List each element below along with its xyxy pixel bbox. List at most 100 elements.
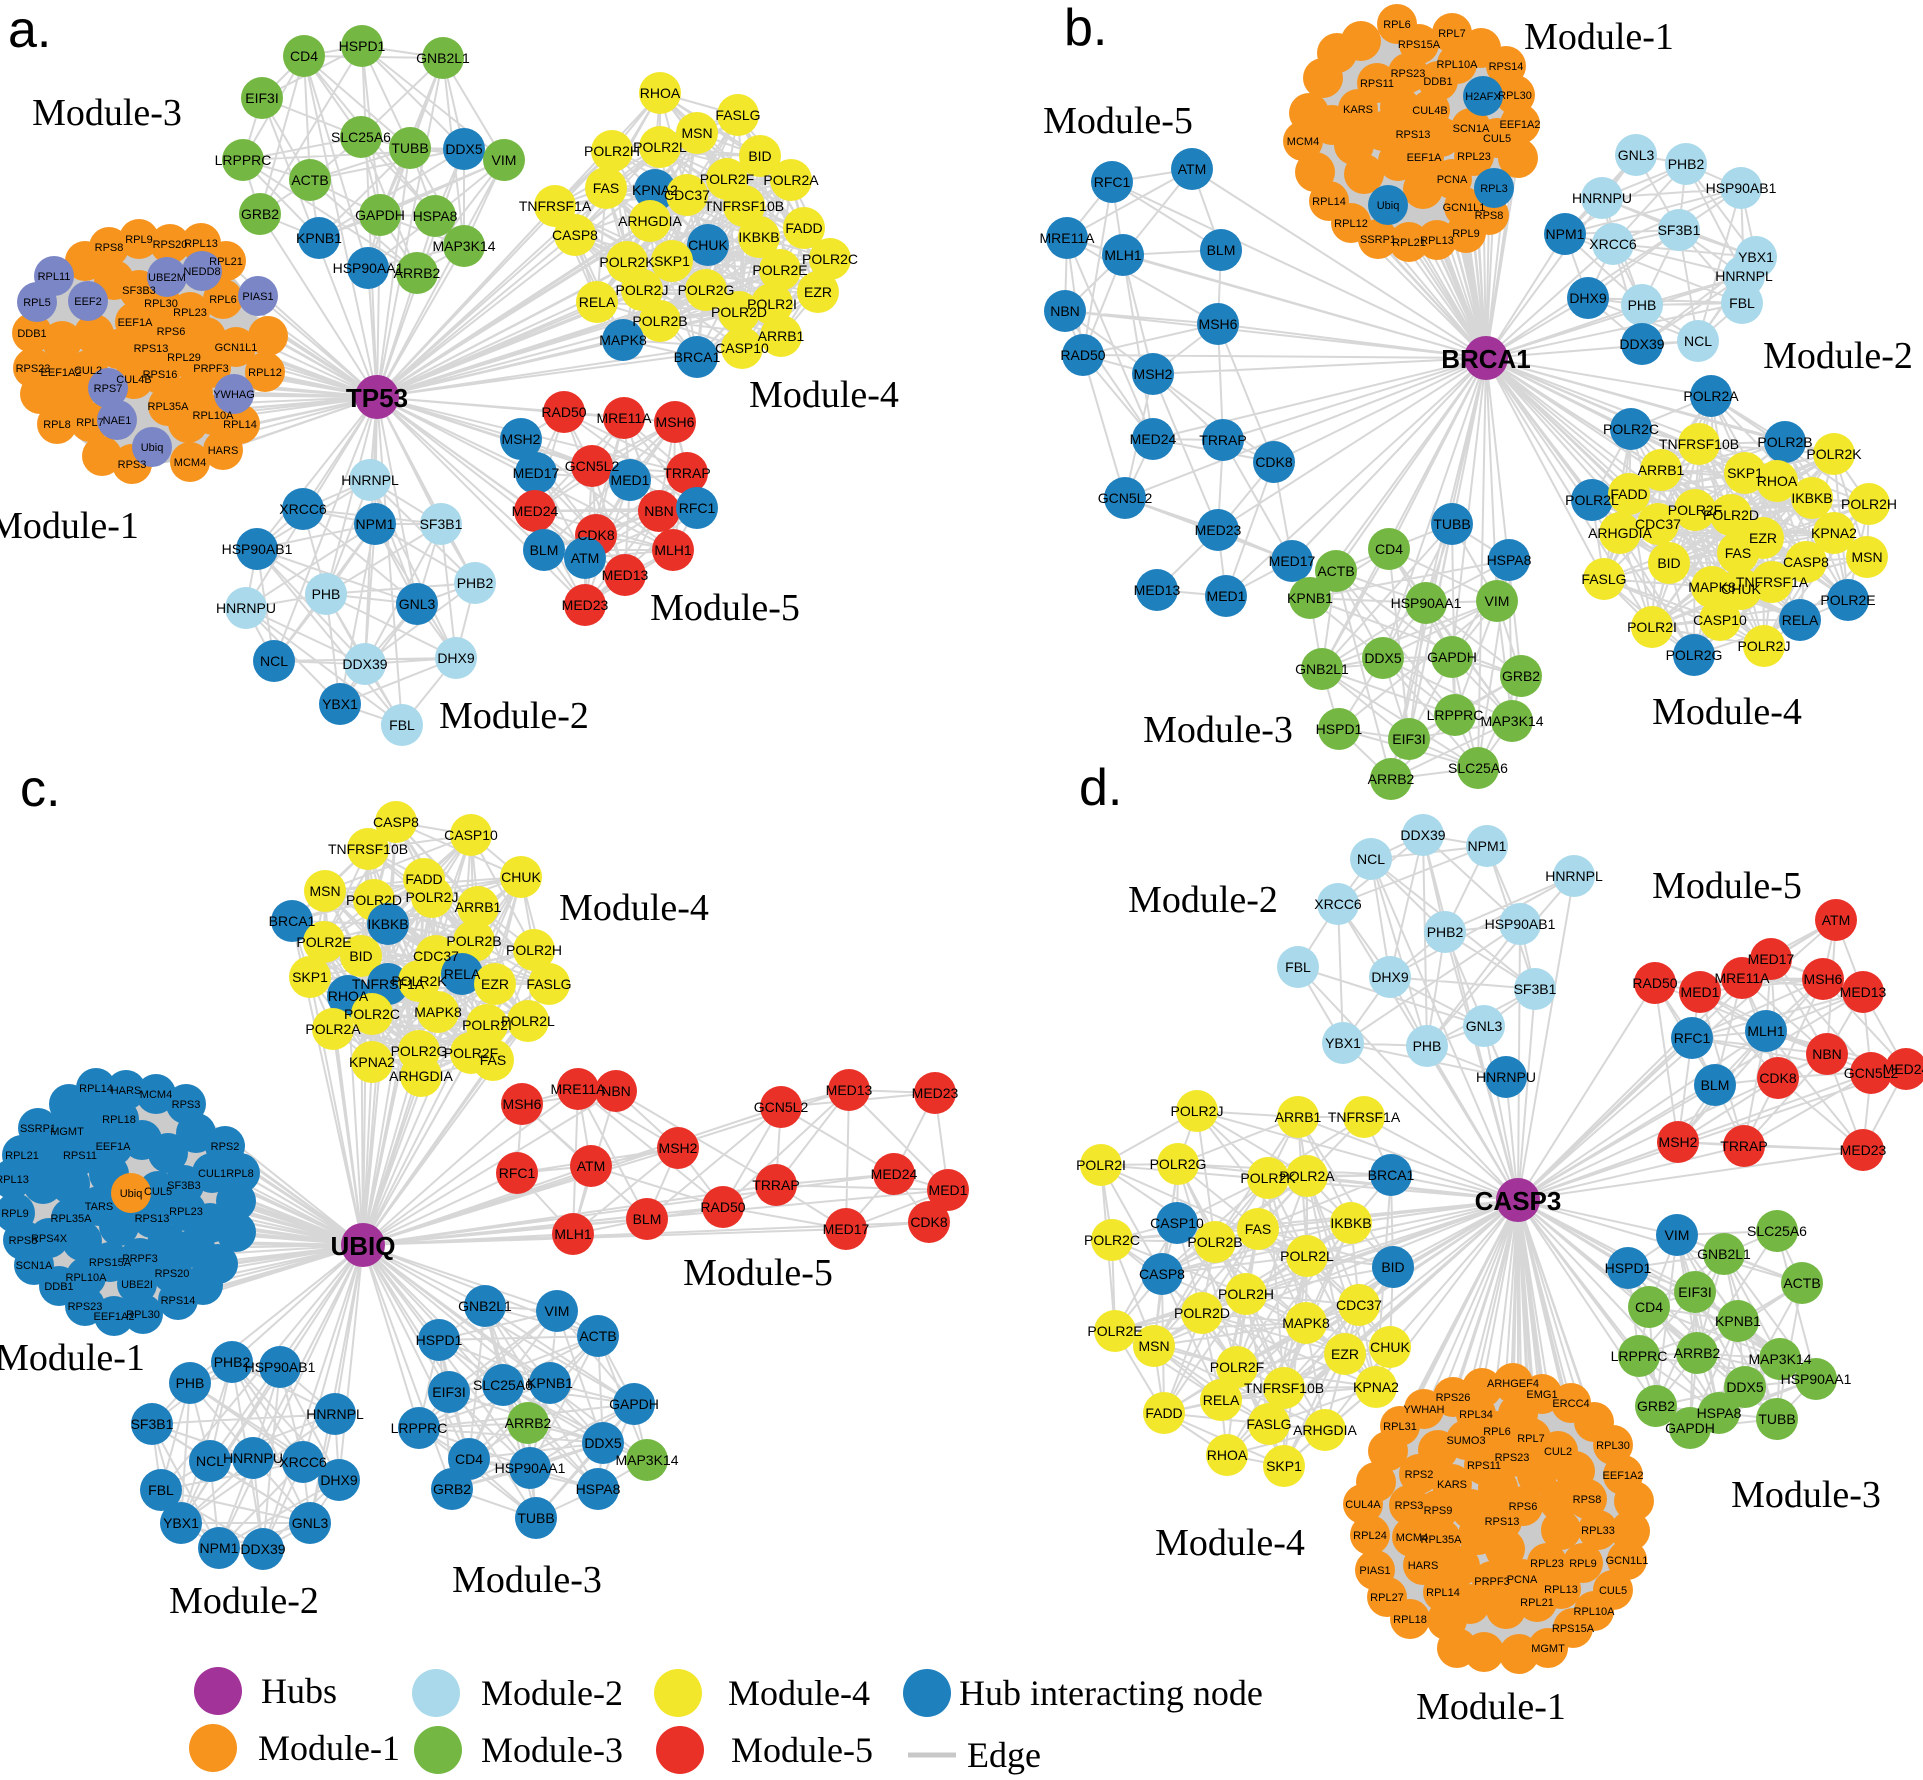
svg-text:FAS: FAS (593, 180, 619, 196)
svg-text:GNL3: GNL3 (1618, 147, 1655, 163)
svg-text:POLR2J: POLR2J (406, 889, 459, 905)
svg-text:RPL31: RPL31 (1383, 1421, 1417, 1433)
svg-text:MED17: MED17 (1748, 951, 1795, 967)
svg-text:BID: BID (1657, 555, 1680, 571)
svg-text:POLR2F: POLR2F (1668, 502, 1722, 518)
svg-text:RPL13: RPL13 (1420, 235, 1454, 247)
svg-text:POLR2B: POLR2B (1187, 1234, 1242, 1250)
svg-text:Module-1: Module-1 (1524, 16, 1674, 58)
svg-text:BRCA1: BRCA1 (674, 349, 721, 365)
svg-text:KPNA2: KPNA2 (1353, 1379, 1399, 1395)
svg-text:EZR: EZR (1749, 530, 1777, 546)
svg-text:LRPPRC: LRPPRC (1427, 707, 1484, 723)
svg-text:KPNA2: KPNA2 (632, 182, 678, 198)
svg-text:RELA: RELA (579, 294, 616, 310)
svg-text:Module-4: Module-4 (728, 1673, 870, 1713)
svg-text:PCNA: PCNA (1437, 174, 1468, 186)
svg-text:CUL5: CUL5 (1483, 133, 1511, 145)
svg-text:ARHGDIA: ARHGDIA (389, 1068, 453, 1084)
svg-text:RPS8: RPS8 (1475, 210, 1504, 222)
svg-text:HSPA8: HSPA8 (576, 1481, 621, 1497)
svg-text:RFC1: RFC1 (679, 500, 716, 516)
svg-text:RPL10A: RPL10A (193, 410, 235, 422)
svg-text:PRPF3: PRPF3 (122, 1253, 157, 1265)
svg-text:RPL3: RPL3 (1480, 183, 1508, 195)
svg-text:POLR2F: POLR2F (700, 171, 754, 187)
svg-text:ATM: ATM (571, 550, 600, 566)
svg-text:RELA: RELA (444, 966, 481, 982)
svg-text:RPL29: RPL29 (167, 352, 201, 364)
svg-text:RPS8: RPS8 (95, 242, 124, 254)
svg-text:CDC37: CDC37 (1336, 1297, 1382, 1313)
svg-text:EEF1A2: EEF1A2 (41, 367, 82, 379)
svg-text:RPL12: RPL12 (1334, 218, 1368, 230)
svg-text:RPS3: RPS3 (1395, 1500, 1424, 1512)
svg-text:POLR2F: POLR2F (1210, 1359, 1264, 1375)
svg-text:EZR: EZR (1331, 1346, 1359, 1362)
svg-text:POLR2C: POLR2C (1603, 421, 1659, 437)
svg-text:ACTB: ACTB (579, 1328, 616, 1344)
svg-text:SSRP1: SSRP1 (20, 1123, 56, 1135)
svg-text:MED24: MED24 (1883, 1061, 1923, 1077)
svg-text:DDX39: DDX39 (1400, 827, 1445, 843)
svg-text:RPL33: RPL33 (1581, 1525, 1615, 1537)
svg-text:RPS13: RPS13 (135, 1213, 170, 1225)
svg-text:FASLG: FASLG (1246, 1416, 1291, 1432)
svg-text:NAE1: NAE1 (103, 415, 132, 427)
svg-text:NBN: NBN (644, 503, 674, 519)
svg-text:FADD: FADD (405, 871, 442, 887)
svg-text:PIAS1: PIAS1 (242, 291, 273, 303)
svg-text:GRB2: GRB2 (433, 1481, 471, 1497)
svg-text:POLR2J: POLR2J (616, 282, 669, 298)
svg-text:MSH2: MSH2 (1659, 1134, 1698, 1150)
svg-text:DDX5: DDX5 (1364, 650, 1402, 666)
svg-text:NBN: NBN (1050, 303, 1080, 319)
svg-text:LRPPRC: LRPPRC (391, 1420, 448, 1436)
svg-text:GCN1L1: GCN1L1 (215, 342, 258, 354)
svg-text:MED24: MED24 (1130, 431, 1177, 447)
svg-text:POLR2K: POLR2K (1240, 1170, 1296, 1186)
svg-text:RPS7: RPS7 (94, 383, 123, 395)
svg-text:EEF1A2: EEF1A2 (1500, 119, 1541, 131)
svg-text:Module-1: Module-1 (0, 1337, 145, 1379)
svg-text:GCN5L2: GCN5L2 (1098, 490, 1153, 506)
svg-text:FASLG: FASLG (1581, 571, 1626, 587)
svg-text:RPL23: RPL23 (1457, 151, 1491, 163)
svg-text:POLR2L: POLR2L (1565, 492, 1619, 508)
svg-text:Module-1: Module-1 (0, 505, 139, 547)
svg-text:RPS3: RPS3 (172, 1099, 201, 1111)
svg-text:HSP90AA1: HSP90AA1 (495, 1460, 566, 1476)
svg-text:PRPF3: PRPF3 (1474, 1576, 1509, 1588)
svg-text:CASP8: CASP8 (552, 227, 598, 243)
svg-text:SLC25A6: SLC25A6 (1747, 1223, 1807, 1239)
svg-text:CUL4B: CUL4B (116, 374, 151, 386)
svg-text:RPL9: RPL9 (1, 1208, 29, 1220)
svg-text:RPL10A: RPL10A (1574, 1606, 1616, 1618)
svg-text:Module-2: Module-2 (169, 1580, 319, 1622)
svg-text:CASP8: CASP8 (373, 814, 419, 830)
svg-text:MLH1: MLH1 (1104, 247, 1142, 263)
svg-text:CUL5: CUL5 (144, 1186, 172, 1198)
svg-text:MED13: MED13 (1840, 984, 1887, 1000)
svg-text:Module-3: Module-3 (1731, 1474, 1881, 1516)
svg-text:Module-4: Module-4 (559, 887, 709, 929)
svg-text:RHOA: RHOA (640, 85, 681, 101)
svg-text:FBL: FBL (1729, 295, 1755, 311)
svg-text:RPL30: RPL30 (1498, 90, 1532, 102)
svg-text:POLR2I: POLR2I (747, 296, 797, 312)
svg-text:RPL8: RPL8 (43, 419, 71, 431)
svg-text:SCN1A: SCN1A (16, 1260, 53, 1272)
svg-text:Module-1: Module-1 (258, 1728, 400, 1768)
svg-text:NBN: NBN (1812, 1046, 1842, 1062)
svg-text:MSN: MSN (309, 883, 340, 899)
svg-text:MED13: MED13 (1134, 582, 1181, 598)
svg-text:RPL9: RPL9 (1452, 228, 1480, 240)
svg-text:POLR2H: POLR2H (584, 143, 640, 159)
svg-text:BID: BID (1381, 1259, 1404, 1275)
svg-text:POLR2I: POLR2I (1627, 619, 1677, 635)
svg-text:BLM: BLM (530, 542, 559, 558)
svg-text:MAPK8: MAPK8 (414, 1004, 462, 1020)
svg-text:KPNB1: KPNB1 (1715, 1313, 1761, 1329)
svg-text:HNRNPU: HNRNPU (216, 600, 276, 616)
svg-text:MCM4: MCM4 (174, 457, 206, 469)
